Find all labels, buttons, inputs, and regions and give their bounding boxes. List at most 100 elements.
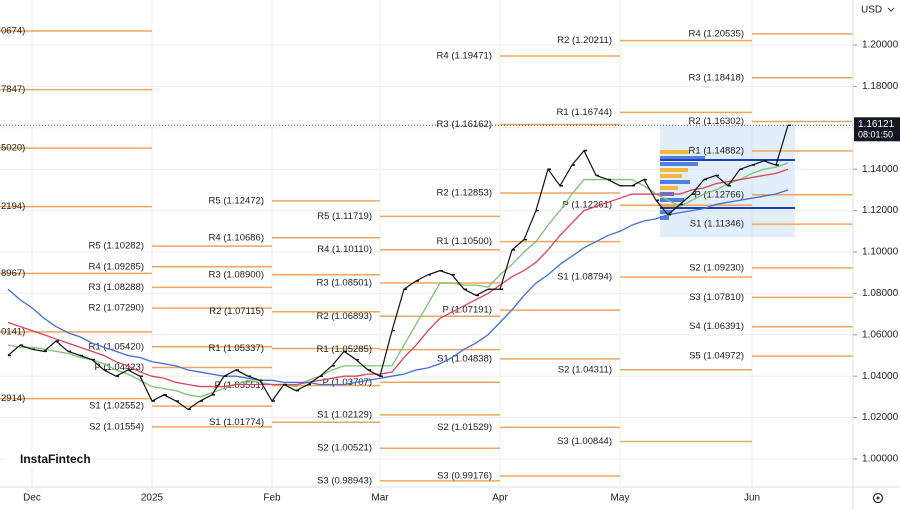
y-tick-label: 1.10000 <box>862 247 899 258</box>
price-countdown: 08:01:50 <box>858 130 893 140</box>
pivot-label: S2 (1.09230) <box>689 262 744 273</box>
pivot-label: P (1.07191) <box>443 305 492 316</box>
pivot-label: R4 (1.19471) <box>437 50 492 61</box>
profile-bar <box>660 150 690 154</box>
x-tick-label: Feb <box>263 493 281 504</box>
dropdown-arrow[interactable] <box>887 7 895 12</box>
pivot-label: S4 (1.06391) <box>689 321 744 332</box>
profile-bar <box>660 186 678 190</box>
pivot-label: S3 (0.98943) <box>317 475 372 486</box>
pivot-label: S1 (1.11346) <box>690 219 744 230</box>
pivot-label: S5 (1.04972) <box>689 351 744 362</box>
pivot-label: S1 (1.02129) <box>317 409 372 420</box>
pivot-label: S2 (1.04311) <box>558 364 612 375</box>
pivot-label: 7847) <box>1 84 25 95</box>
currency-box[interactable] <box>855 1 899 19</box>
pivot-label: 0141) <box>1 326 25 337</box>
pivot-label: 2914) <box>1 393 25 404</box>
moving-average <box>7 189 789 386</box>
y-tick-label: 1.04000 <box>862 371 899 382</box>
logo: InstaFintech <box>6 452 91 468</box>
pivot-label: S1 (1.02552) <box>89 401 144 412</box>
profile-bar <box>660 180 690 184</box>
pivot-label: S2 (1.00521) <box>317 443 372 454</box>
pivot-label: R4 (1.10110) <box>317 244 372 255</box>
price-badge-value: 1.16121 <box>858 119 895 130</box>
pivot-label: R3 (1.08501) <box>317 278 372 289</box>
pivot-label: R2 (1.06893) <box>317 311 372 322</box>
pivot-label: R2 (1.20211) <box>557 35 612 46</box>
pivot-label: 8967) <box>1 268 25 279</box>
profile-bar <box>660 162 698 166</box>
pivot-label: R1 (1.10500) <box>437 236 492 247</box>
gear-center[interactable] <box>876 496 880 500</box>
pivot-label: P (1.03551) <box>215 380 264 391</box>
plot-area: 0674) 7847) 5020) 2194) 8967) 0141) 2914) R5 (1… <box>0 26 853 486</box>
pivot-label: R3 (1.18418) <box>689 72 744 83</box>
pivot-label: R1 (1.14882) <box>689 145 744 156</box>
x-tick-label: Jun <box>744 493 760 504</box>
x-tick-label: Apr <box>492 493 508 504</box>
moving-average <box>7 162 789 398</box>
currency-select[interactable]: USD <box>855 1 899 19</box>
pivot-label: R5 (1.11719) <box>317 211 372 222</box>
pivot-label: R1 (1.05285) <box>317 344 372 355</box>
pivot-label: R4 (1.10686) <box>209 232 264 243</box>
pivot-label: R1 (1.16744) <box>557 107 612 118</box>
pivot-label: 0674) <box>1 26 25 37</box>
y-tick-label: 1.14000 <box>862 164 899 175</box>
logo-bg <box>6 452 86 468</box>
y-tick-label: 1.18000 <box>862 81 899 92</box>
price-badge-bg <box>854 117 900 142</box>
y-tick-label: 1.08000 <box>862 288 899 299</box>
pivot-label: S3 (1.07810) <box>689 292 744 303</box>
pivot-label: S1 (1.08794) <box>557 271 612 282</box>
y-tick-label: 1.06000 <box>862 329 899 340</box>
pivot-label: R3 (1.08900) <box>209 269 264 280</box>
pivot-label: R3 (1.16162) <box>437 119 492 130</box>
pivot-label: R2 (1.12853) <box>437 187 492 198</box>
pivot-label: R5 (1.12472) <box>209 195 264 206</box>
pivot-label: R1 (1.05420) <box>89 341 144 352</box>
profile-bar <box>660 156 705 160</box>
x-tick-label: Mar <box>371 493 389 504</box>
pivot-label: P (1.12766) <box>695 189 744 200</box>
pivot-label: P (1.04423) <box>95 362 144 373</box>
pivot-label: S3 (0.99176) <box>437 471 492 482</box>
x-tick-label: Dec <box>23 493 41 504</box>
pivot-label: R5 (1.10282) <box>89 241 144 252</box>
settings-button[interactable] <box>872 492 884 504</box>
pivot-label: R2 (1.07115) <box>209 306 264 317</box>
price-line <box>7 125 789 411</box>
pivot-label: 5020) <box>1 143 25 154</box>
watermark: InstaFintech <box>20 452 91 466</box>
axes: 1.00000 1.02000 1.04000 1.06000 1.08000 1.100… <box>23 40 900 504</box>
profile-bar <box>660 198 684 202</box>
pivot-label: S2 (1.01554) <box>89 421 144 432</box>
pivot-label: R3 (1.08288) <box>89 282 144 293</box>
pivot-label: R2 (1.16302) <box>689 116 744 127</box>
gear-icon[interactable] <box>872 492 884 504</box>
pivot-label: R2 (1.07290) <box>89 303 144 314</box>
pivot-label: S3 (1.00844) <box>557 436 612 447</box>
x-tick-label: 2025 <box>141 493 164 504</box>
pivot-label: P (1.03707) <box>323 377 372 388</box>
y-tick-label: 1.02000 <box>862 412 899 423</box>
y-tick-label: 1.20000 <box>862 40 899 51</box>
pivot-label: S1 (1.04838) <box>437 353 492 364</box>
currency-label[interactable]: USD <box>861 5 882 16</box>
y-tick-label: 1.12000 <box>862 205 899 216</box>
x-tick-label: May <box>611 493 630 504</box>
pivot-label: S1 (1.01774) <box>209 417 264 428</box>
pivot-label: R4 (1.09285) <box>89 261 144 272</box>
profile-bar <box>660 168 688 172</box>
pivot-label: S2 (1.01529) <box>437 422 492 433</box>
pivot-label: R1 (1.05337) <box>209 343 264 354</box>
profile-bar <box>660 174 682 178</box>
pivot-label: R4 (1.20535) <box>689 28 744 39</box>
profile-bar <box>660 204 680 208</box>
pivot-label: 2194) <box>1 201 25 212</box>
y-tick-label: 1.00000 <box>862 454 899 465</box>
